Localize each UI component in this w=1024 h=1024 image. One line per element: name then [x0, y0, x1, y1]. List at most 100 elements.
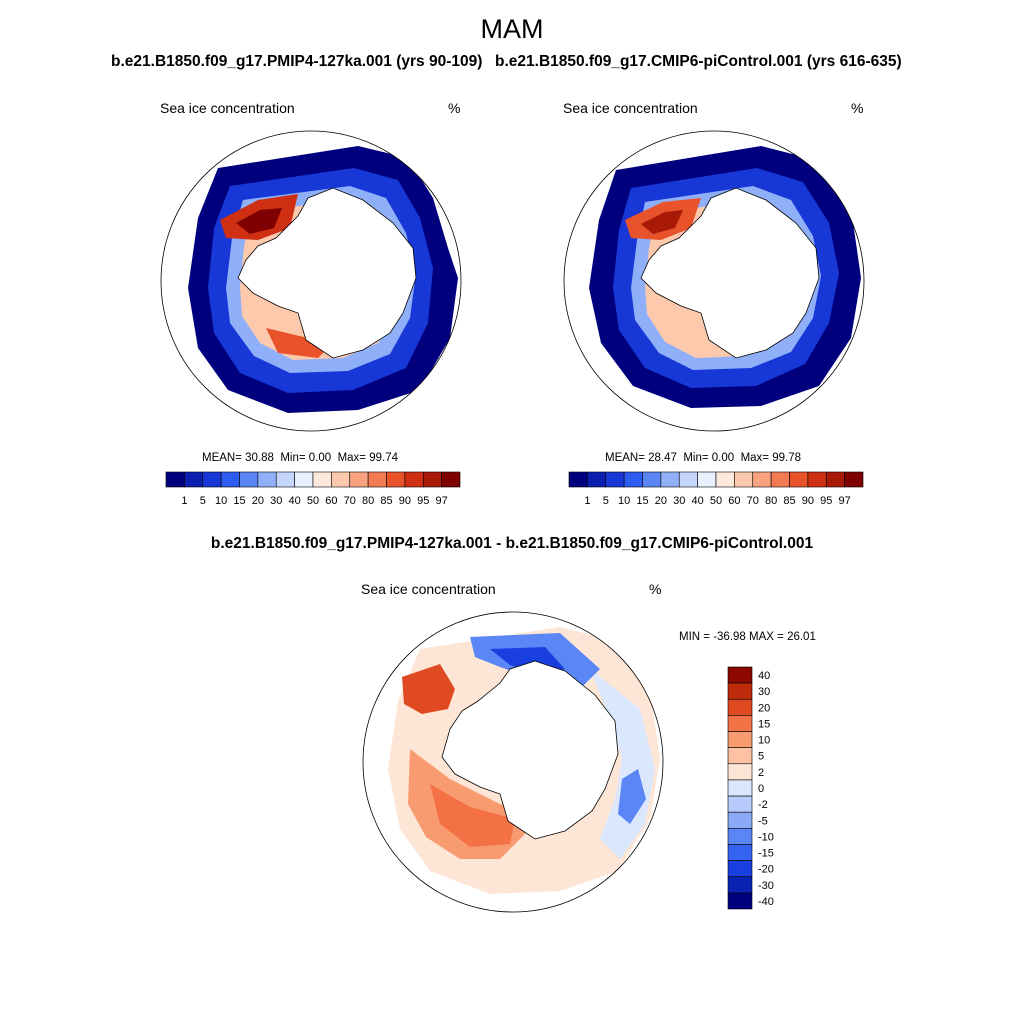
- colorbar-tick-label: 80: [765, 495, 777, 507]
- sea-ice-weddell-core: [641, 210, 683, 234]
- colorbar-swatch: [294, 471, 314, 488]
- colorbar-swatch: [642, 471, 662, 488]
- diff-colorbar-tick-label: -10: [758, 831, 774, 843]
- colorbar-swatch: [331, 471, 351, 488]
- colorbar-swatch: [568, 471, 588, 488]
- diff-colorbar-tick-label: 0: [758, 783, 764, 795]
- diff-colorbar-tick-label: 15: [758, 718, 770, 730]
- diff-colorbar-swatch: [727, 747, 753, 765]
- colorbar-swatch: [312, 471, 332, 488]
- diff-colorbar-swatch: [727, 811, 753, 829]
- diff-colorbar-tick-label: -20: [758, 864, 774, 876]
- colorbar-tick-label: 85: [380, 495, 392, 507]
- colorbar-swatch: [422, 471, 442, 488]
- colorbar-tick-label: 1: [584, 495, 590, 507]
- colorbar-tick-label: 95: [820, 495, 832, 507]
- map-boundary-circle: [160, 130, 462, 432]
- diff-colorbar-swatch: [727, 860, 753, 878]
- diff-colorbar-tick-label: 5: [758, 751, 764, 763]
- colorbar-swatch: [441, 471, 461, 488]
- season-title: MAM: [480, 14, 544, 44]
- panel-1-colorbar: 1 5 10 15 20 30 40 50 60 70 80 85 90 95 97: [165, 471, 461, 507]
- colorbar-swatch: [789, 471, 809, 488]
- colorbar-tick-label: 60: [325, 495, 337, 507]
- colorbar-swatch: [165, 471, 185, 488]
- colorbar-swatch: [678, 471, 698, 488]
- diff-max-value: 26.01: [787, 631, 816, 643]
- colorbar-tick-label: 1: [181, 495, 187, 507]
- diff-colorbar-swatch: [727, 731, 753, 748]
- colorbar-swatch: [770, 471, 790, 488]
- colorbar-tick-label: 30: [270, 495, 282, 507]
- colorbar-swatch: [807, 471, 827, 488]
- diff-colorbar-tick-label: 40: [758, 670, 770, 682]
- diff-colorbar-swatch: [727, 666, 753, 684]
- diff-colorbar-swatch: [727, 715, 753, 732]
- colorbar-swatch: [349, 471, 369, 488]
- difference-stats: MIN = -36.98 MAX = 26.01: [679, 631, 816, 643]
- map-boundary-circle: [362, 611, 664, 913]
- colorbar-swatch: [404, 471, 424, 488]
- mean-label: MEAN=: [605, 452, 645, 464]
- diff-colorbar-swatch: [727, 763, 753, 781]
- max-label: Max=: [337, 452, 367, 464]
- diff-colorbar-tick-label: -15: [758, 848, 774, 860]
- diff-colorbar-tick-label: -40: [758, 896, 774, 908]
- difference-title: b.e21.B1850.f09_g17.PMIP4-127ka.001 - b.…: [210, 535, 814, 552]
- diff-colorbar-tick-label: -5: [758, 815, 768, 827]
- panel-2-colorbar: 1 5 10 15 20 30 40 50 60 70 80 85 90 95 97: [568, 471, 864, 507]
- colorbar-tick-label: 40: [692, 495, 704, 507]
- antarctica-land: [640, 187, 820, 359]
- diff-colorbar-swatch: [727, 698, 753, 716]
- antarctica-land: [441, 660, 619, 840]
- colorbar-swatch: [257, 471, 277, 488]
- colorbar-swatch: [220, 471, 240, 488]
- panel-1-polar-map: [160, 130, 462, 432]
- min-value: 0.00: [711, 452, 735, 464]
- min-label: Min=: [683, 452, 709, 464]
- diff-colorbar-tick-label: -30: [758, 880, 774, 892]
- panel-1-units-label: %: [448, 100, 461, 116]
- diff-colorbar-tick-label: 30: [758, 686, 770, 698]
- diff-colorbar-tick-label: 20: [758, 702, 770, 714]
- colorbar-tick-label: 30: [673, 495, 685, 507]
- colorbar-swatch: [202, 471, 222, 488]
- colorbar-tick-label: 70: [747, 495, 759, 507]
- colorbar-tick-label: 95: [417, 495, 429, 507]
- colorbar-tick-label: 20: [252, 495, 264, 507]
- difference-polar-map: [362, 611, 664, 913]
- mean-value: 28.47: [648, 452, 677, 464]
- colorbar-tick-label: 40: [289, 495, 301, 507]
- diff-colorbar-tick-label: -2: [758, 799, 768, 811]
- colorbar-swatch: [752, 471, 772, 488]
- colorbar-tick-label: 5: [200, 495, 206, 507]
- panel-1-variable-label: Sea ice concentration: [160, 100, 295, 116]
- diff-positive-ross-core: [430, 784, 515, 847]
- map-boundary-circle: [563, 130, 865, 432]
- min-label: Min=: [280, 452, 306, 464]
- colorbar-tick-label: 90: [399, 495, 411, 507]
- sea-ice-weddell-core: [236, 208, 282, 234]
- colorbar-tick-label: 10: [618, 495, 630, 507]
- diff-slight-negative-east: [590, 669, 655, 859]
- max-value: 99.78: [772, 452, 801, 464]
- diff-colorbar-swatch: [727, 892, 753, 910]
- colorbar-tick-label: 15: [636, 495, 648, 507]
- colorbar-tick-label: 85: [783, 495, 795, 507]
- diff-colorbar-swatch: [727, 828, 753, 845]
- min-value: 0.00: [308, 452, 332, 464]
- diff-positive-antarctic-peninsula: [402, 664, 455, 714]
- diff-colorbar-tick-label: 10: [758, 735, 770, 747]
- colorbar-swatch: [697, 471, 717, 488]
- colorbar-swatch: [587, 471, 607, 488]
- panel-2-variable-label: Sea ice concentration: [563, 100, 698, 116]
- colorbar-tick-label: 97: [436, 495, 448, 507]
- colorbar-swatch: [660, 471, 680, 488]
- mean-value: 30.88: [245, 452, 274, 464]
- panel-1-case-title: b.e21.B1850.f09_g17.PMIP4-127ka.001 (yrs…: [111, 53, 483, 70]
- colorbar-tick-label: 10: [215, 495, 227, 507]
- colorbar-swatch: [275, 471, 295, 488]
- colorbar-tick-label: 20: [655, 495, 667, 507]
- colorbar-tick-label: 97: [839, 495, 851, 507]
- colorbar-tick-label: 90: [802, 495, 814, 507]
